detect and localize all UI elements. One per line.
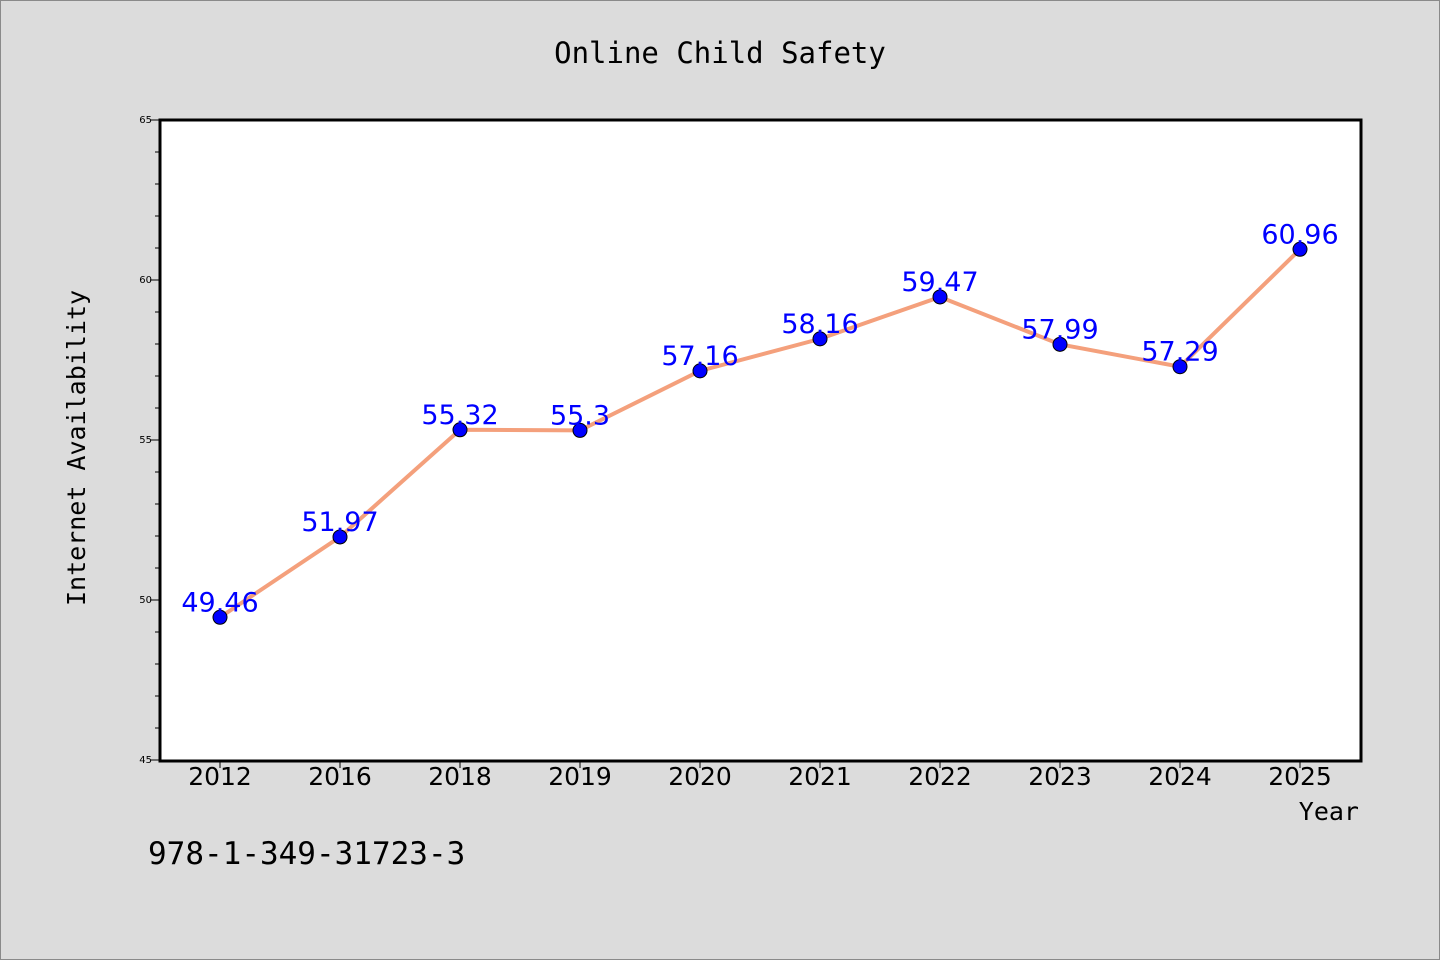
x-tick-label: 2016	[308, 762, 372, 791]
x-tick-label: 2021	[788, 762, 852, 791]
x-tick-label: 2025	[1268, 762, 1332, 791]
data-point	[692, 363, 708, 379]
data-point	[452, 422, 468, 438]
x-axis: 2012 2016 2018 2019 2020 2021 2022 2023 2024 2025	[188, 760, 1332, 791]
data-point	[572, 422, 588, 438]
data-label: 59.47	[901, 267, 978, 298]
x-tick-label: 2022	[908, 762, 972, 791]
x-tick-label: 2020	[668, 762, 732, 791]
data-point	[1052, 336, 1068, 352]
plot-area	[158, 118, 1363, 763]
data-point	[812, 331, 828, 347]
x-axis-label: Year	[1299, 797, 1359, 826]
data-label: 55.32	[421, 400, 498, 431]
data-label: 57.29	[1141, 337, 1218, 368]
data-label: 57.16	[661, 341, 738, 372]
x-tick-label: 2012	[188, 762, 252, 791]
y-tick-label: 55	[139, 435, 152, 446]
y-axis-label: Internet Availability	[62, 290, 91, 606]
data-labels: 49.46 51.97 55.32 55.3 57.16 58.16 59.47 57.99 5…	[181, 219, 1338, 618]
y-axis: 45 50 55 60 65	[139, 115, 160, 766]
chart-title: Online Child Safety	[554, 36, 886, 70]
x-tick-label: 2023	[1028, 762, 1092, 791]
data-label: 60.96	[1261, 219, 1338, 250]
data-label: 58.16	[781, 309, 858, 340]
x-tick-label: 2019	[548, 762, 612, 791]
data-point	[212, 609, 228, 625]
data-point	[1292, 241, 1308, 257]
y-tick-label: 60	[139, 275, 152, 286]
data-label: 57.99	[1021, 314, 1098, 345]
data-label: 55.3	[550, 400, 610, 431]
data-point	[932, 289, 948, 305]
x-tick-label: 2024	[1148, 762, 1212, 791]
y-tick-label: 65	[139, 115, 152, 126]
data-label: 49.46	[181, 587, 258, 618]
footer-code: 978-1-349-31723-3	[148, 836, 465, 872]
y-tick-label: 50	[139, 595, 152, 606]
y-tick-label: 45	[139, 755, 152, 766]
data-label: 51.97	[301, 507, 378, 538]
data-point	[1172, 359, 1188, 375]
x-tick-label: 2018	[428, 762, 492, 791]
data-points	[212, 241, 1308, 625]
series-line	[218, 247, 1302, 619]
data-point	[332, 529, 348, 545]
